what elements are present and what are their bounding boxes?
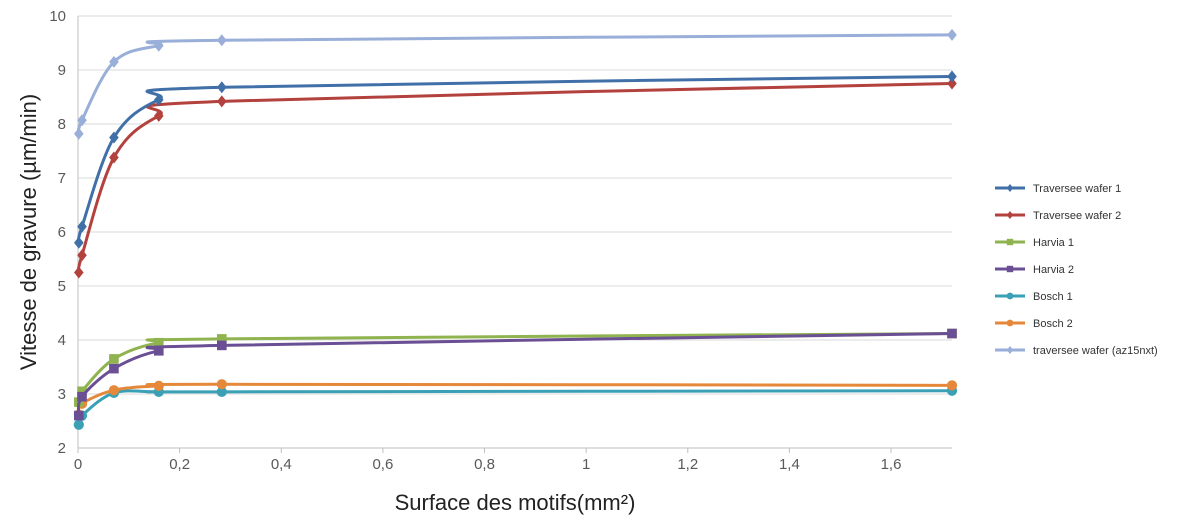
series-2 [74, 77, 957, 279]
legend-label: Traversee wafer 2 [1033, 210, 1121, 222]
legend-marker [1006, 184, 1014, 192]
data-point [946, 380, 958, 391]
y-tick-label: 4 [58, 332, 66, 349]
x-tick-label: 0 [74, 456, 82, 473]
data-point [109, 354, 119, 364]
legend-label: Harvia 1 [1033, 237, 1074, 249]
data-point [217, 334, 227, 344]
data-point [77, 386, 87, 397]
legend-marker [1006, 319, 1014, 327]
series-lines [73, 28, 958, 430]
legend-item: Bosch 1 [995, 291, 1073, 303]
x-tick-label: 0,4 [271, 456, 292, 473]
series-5 [73, 385, 958, 430]
data-point [109, 55, 119, 68]
series-7 [74, 28, 957, 140]
x-tick-label: 1,6 [881, 456, 902, 473]
legend-label: traversee wafer (az15nxt) [1033, 345, 1158, 357]
data-point [74, 410, 84, 421]
legend-label: Bosch 1 [1033, 291, 1073, 303]
legend-marker [1006, 211, 1014, 219]
data-point [74, 236, 84, 249]
data-point [74, 266, 84, 279]
series-1 [74, 70, 957, 249]
y-axis-title: Vitesse de gravure (µm/min) [16, 94, 41, 370]
legend-label: Harvia 2 [1033, 264, 1074, 276]
data-point [216, 379, 227, 390]
data-point [73, 419, 84, 430]
data-point [109, 131, 119, 144]
axes [77, 16, 952, 453]
legend-item: Bosch 2 [995, 318, 1073, 330]
series-line [76, 382, 954, 417]
legend-item: Harvia 1 [995, 237, 1074, 249]
data-point [153, 346, 164, 356]
data-point [216, 386, 227, 397]
data-point [947, 328, 957, 339]
x-axis-title: Surface des motifs(mm²) [395, 490, 636, 515]
series-line [76, 33, 954, 136]
y-tick-label: 6 [58, 224, 66, 241]
legend-marker [1006, 346, 1014, 354]
legend-marker [1006, 292, 1014, 300]
legend-item: Harvia 2 [995, 264, 1074, 276]
x-tick-label: 0,2 [169, 456, 190, 473]
x-tick-label: 0,6 [372, 456, 393, 473]
legend-item: Traversee wafer 1 [995, 183, 1121, 195]
data-point [109, 151, 119, 164]
legend-label: Bosch 2 [1033, 318, 1073, 330]
data-point [153, 337, 164, 348]
data-point [153, 93, 164, 106]
data-point [109, 363, 119, 374]
legend-item: Traversee wafer 2 [995, 210, 1121, 222]
data-point [77, 220, 87, 233]
data-point [77, 391, 87, 402]
legend-marker [1006, 238, 1014, 246]
tick-labels: 2 3 4 5 6 7 8 9 10 0 0,2 0,4 0,6 0,8 1 1,2 1,4 1,6 [49, 8, 901, 473]
series-line [76, 332, 954, 404]
series-4 [74, 328, 957, 421]
series-line [76, 74, 954, 245]
series-6 [73, 379, 958, 420]
y-tick-label: 10 [49, 8, 66, 25]
y-tick-label: 7 [58, 170, 66, 187]
x-tick-label: 1,2 [677, 456, 698, 473]
data-point [77, 114, 87, 127]
series-line [76, 332, 954, 418]
y-tick-label: 8 [58, 116, 66, 133]
data-point [947, 77, 957, 90]
x-tick-label: 1 [582, 456, 590, 473]
legend-label: Traversee wafer 1 [1033, 183, 1121, 195]
data-point [217, 95, 227, 108]
data-point [217, 34, 227, 47]
y-tick-label: 2 [58, 440, 66, 457]
data-point [217, 340, 227, 351]
data-point [77, 249, 87, 262]
data-point [153, 109, 164, 122]
data-point [74, 127, 84, 140]
data-point [947, 70, 957, 83]
legend-marker [1006, 265, 1014, 273]
data-point [153, 39, 164, 52]
data-point [153, 380, 164, 391]
series-line [76, 82, 954, 274]
data-point [217, 81, 227, 94]
y-tick-label: 5 [58, 278, 66, 295]
data-point [108, 385, 120, 396]
y-tick-label: 9 [58, 62, 66, 79]
series-line [76, 389, 954, 427]
legend: Traversee wafer 1 Traversee wafer 2 Harvia… [995, 183, 1158, 357]
data-point [947, 28, 957, 41]
x-tick-label: 1,4 [779, 456, 800, 473]
x-tick-label: 0,8 [474, 456, 495, 473]
legend-item: traversee wafer (az15nxt) [995, 345, 1158, 357]
y-tick-label: 3 [58, 386, 66, 403]
